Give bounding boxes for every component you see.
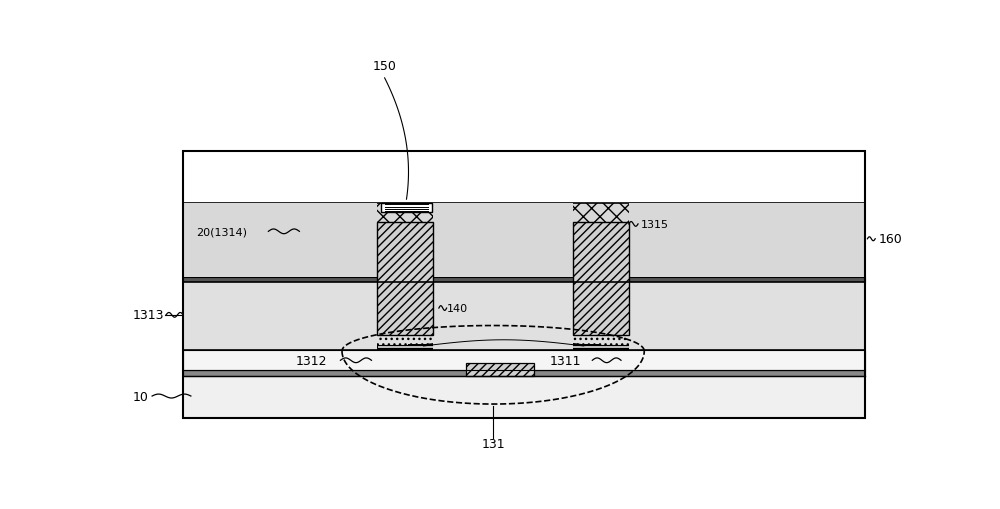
- Bar: [629, 282, 865, 351]
- Text: 20(1314): 20(1314): [196, 227, 247, 237]
- Bar: [573, 222, 629, 335]
- Text: 1312: 1312: [296, 354, 327, 367]
- Bar: [183, 351, 865, 371]
- Bar: [466, 363, 534, 376]
- Text: 10: 10: [132, 390, 148, 403]
- Text: 131: 131: [481, 437, 505, 449]
- Bar: [183, 282, 865, 351]
- Text: 140: 140: [447, 303, 468, 314]
- Text: 1311: 1311: [550, 354, 581, 367]
- Bar: [433, 204, 573, 278]
- Text: 1315: 1315: [640, 219, 668, 230]
- Bar: [183, 204, 865, 278]
- Bar: [183, 282, 377, 351]
- Bar: [183, 151, 865, 418]
- Bar: [433, 282, 573, 351]
- Bar: [629, 204, 865, 278]
- Bar: [183, 204, 377, 278]
- Bar: [183, 371, 865, 377]
- Bar: [381, 204, 432, 213]
- Bar: [377, 345, 630, 348]
- Text: 1313: 1313: [133, 309, 164, 322]
- Bar: [377, 222, 433, 335]
- Text: 150: 150: [373, 60, 397, 73]
- Polygon shape: [408, 339, 599, 345]
- Bar: [183, 278, 865, 282]
- Bar: [183, 151, 865, 418]
- Bar: [183, 377, 865, 418]
- Text: 160: 160: [878, 233, 902, 246]
